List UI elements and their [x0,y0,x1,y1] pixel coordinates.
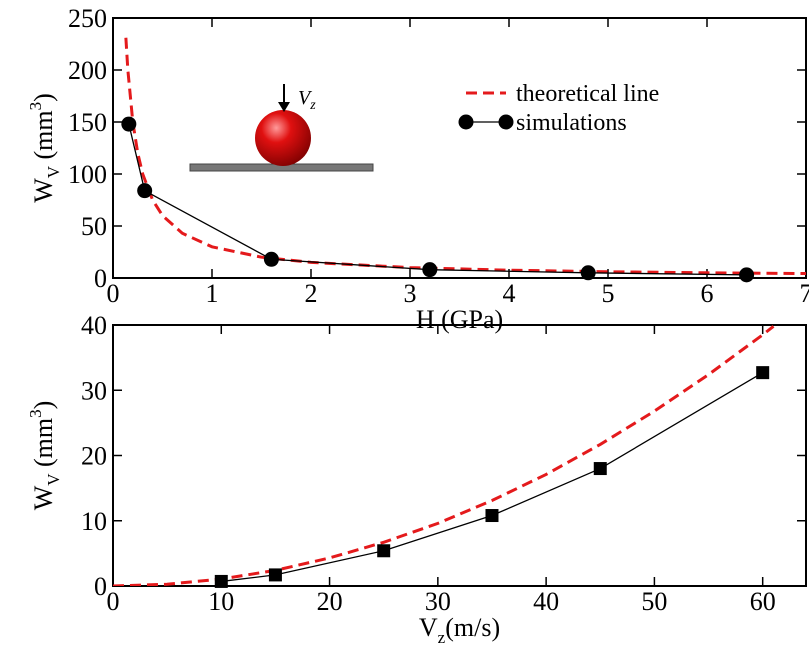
y-tick-label: 150 [68,108,107,137]
y-tick-label: 250 [68,4,107,33]
label-part: ) [29,93,58,102]
series-line [221,372,764,583]
x-tick-label: 0 [107,279,120,308]
x-axis-label: Vz(m/s) [419,613,500,647]
data-point [377,544,391,558]
x-tick-label: 4 [503,279,516,308]
data-point [263,251,279,267]
y-tick-label: 0 [94,264,107,293]
data-point [422,262,438,278]
label-part: (m/s) [445,613,500,642]
inset: Vz [189,84,374,172]
x-tick-label: 40 [533,587,559,616]
x-axis-label: H (GPa) [416,305,503,334]
x-tick-label: 1 [206,279,219,308]
axes-frame [112,17,807,279]
label-part: 3 [26,102,45,111]
x-tick-label: 5 [602,279,615,308]
legend-marker [458,114,474,130]
plot-area [113,325,775,586]
x-tick-label: 2 [305,279,318,308]
label-part: (mm [29,418,58,474]
sphere [255,110,311,166]
data-point [214,574,228,588]
data-point [121,116,137,132]
arrow-head [278,102,290,112]
label-part: V [419,613,438,642]
data-point [593,462,607,476]
x-tick-label: 7 [800,279,809,308]
x-tick-label: 6 [701,279,714,308]
y-tick-label: 50 [81,212,107,241]
legend-marker [498,114,514,130]
label-part: W [29,178,58,203]
data-point [739,267,755,283]
x-tick-label: 3 [404,279,417,308]
y-tick-label: 200 [68,56,107,85]
label-part: W [29,485,58,510]
y-axis-label: WV (mm3) [26,93,63,203]
data-point [137,183,153,199]
series-line [128,123,747,276]
label-part: (mm [29,110,58,166]
x-tick-label: 60 [750,587,776,616]
x-tick-label: 20 [317,587,343,616]
y-tick-label: 40 [81,311,107,340]
label-part: ) [29,401,58,410]
legend-label: theoretical line [516,81,659,107]
y-axis-label: WV (mm3) [26,401,63,511]
y-tick-label: 30 [81,376,107,405]
y-tick-label: 20 [81,442,107,471]
y-tick-label: 0 [94,572,107,601]
plot-area [124,37,806,276]
data-point [485,509,499,523]
data-point [268,568,282,582]
axes-frame [112,324,807,587]
x-tick-label: 50 [641,587,667,616]
label-part: 3 [26,409,45,418]
x-tick-label: 0 [107,587,120,616]
inset-label: Vz [298,87,316,113]
label-part: H (GPa) [416,305,503,334]
series-line [124,37,806,276]
series-line [113,325,775,586]
x-tick-label: 10 [208,587,234,616]
data-point [580,265,596,281]
label-part: V [44,165,63,178]
label-part: z [438,628,446,647]
y-tick-label: 100 [68,160,107,189]
data-point [756,366,770,380]
y-tick-label: 10 [81,507,107,536]
label-part: V [44,473,63,486]
legend-label: simulations [516,110,627,136]
x-tick-label: 30 [425,587,451,616]
